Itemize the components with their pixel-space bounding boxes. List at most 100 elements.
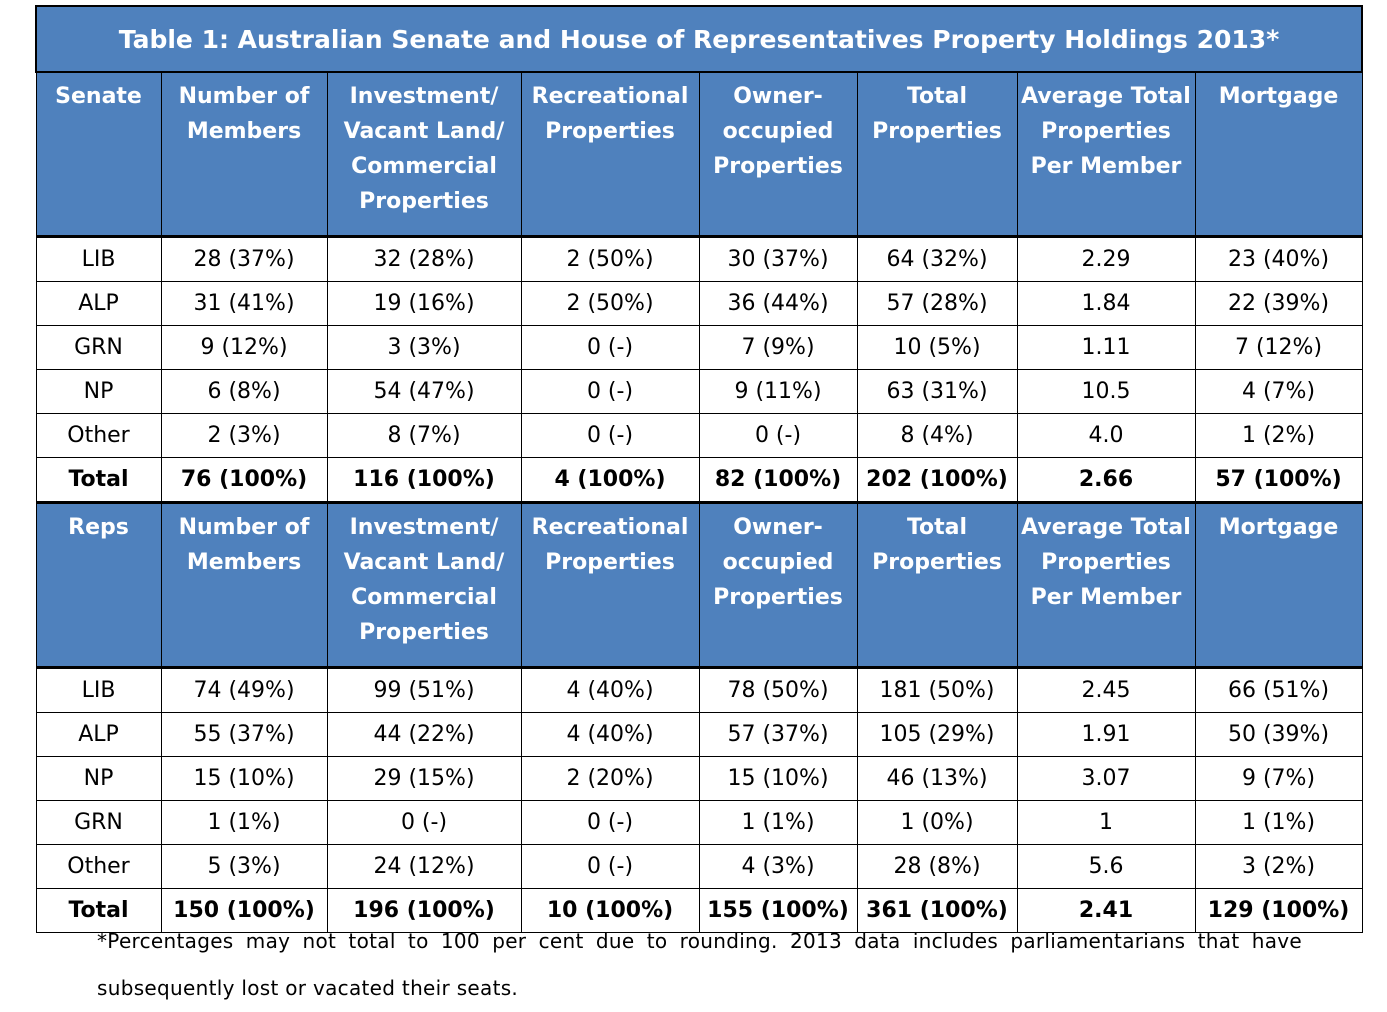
table-cell: 28 (8%) — [856, 844, 1018, 889]
total-cell: 361 (100%) — [856, 888, 1018, 933]
reps-header-recreational-properties: Recreational Properties — [520, 502, 700, 668]
table-cell: 15 (10%) — [160, 756, 328, 801]
table-cell: 3 (3%) — [326, 325, 522, 370]
reps-header-number-of-members: Number of Members — [160, 502, 328, 668]
table-cell: 57 (37%) — [698, 712, 858, 757]
table-row: LIB 28 (37%) 32 (28%) 2 (50%) 30 (37%) 64 (32… — [35, 236, 1363, 282]
table-cell: 4 (3%) — [698, 844, 858, 889]
table-cell: 1.84 — [1016, 281, 1196, 326]
senate-header-number-of-members: Number of Members — [160, 71, 328, 237]
party-label: LIB — [35, 236, 162, 282]
table-cell: 8 (7%) — [326, 413, 522, 458]
table-cell: 1 — [1016, 800, 1196, 845]
table-cell: 2 (20%) — [520, 756, 700, 801]
senate-header-row: Senate Number of Members Investment/ Vacan… — [35, 71, 1363, 237]
total-label: Total — [35, 888, 162, 933]
property-holdings-table: Table 1: Australian Senate and House of … — [34, 5, 1364, 933]
table-cell: 0 (-) — [520, 413, 700, 458]
table-row: NP 6 (8%) 54 (47%) 0 (-) 9 (11%) 63 (31%) 10.5… — [35, 369, 1363, 414]
table-cell: 2.29 — [1016, 236, 1196, 282]
table-cell: 4 (7%) — [1194, 369, 1363, 414]
total-cell: 116 (100%) — [326, 457, 522, 503]
table-cell: 4 (40%) — [520, 667, 700, 713]
table-cell: 0 (-) — [520, 800, 700, 845]
party-label: GRN — [35, 325, 162, 370]
table-cell: 7 (12%) — [1194, 325, 1363, 370]
party-label: Other — [35, 413, 162, 458]
title-row: Table 1: Australian Senate and House of … — [34, 5, 1364, 73]
table-row: ALP 55 (37%) 44 (22%) 4 (40%) 57 (37%) 105 (2… — [35, 712, 1363, 757]
reps-header-total-properties: Total Properties — [856, 502, 1018, 668]
table-cell: 1 (0%) — [856, 800, 1018, 845]
table-cell: 46 (13%) — [856, 756, 1018, 801]
table-cell: 0 (-) — [698, 413, 858, 458]
table-cell: 0 (-) — [326, 800, 522, 845]
table-cell: 10.5 — [1016, 369, 1196, 414]
total-cell: 2.41 — [1016, 888, 1196, 933]
table-cell: 9 (12%) — [160, 325, 328, 370]
table-cell: 74 (49%) — [160, 667, 328, 713]
party-label: NP — [35, 369, 162, 414]
table-cell: 0 (-) — [520, 369, 700, 414]
table-cell: 19 (16%) — [326, 281, 522, 326]
table-cell: 29 (15%) — [326, 756, 522, 801]
total-cell: 196 (100%) — [326, 888, 522, 933]
table-cell: 9 (11%) — [698, 369, 858, 414]
total-cell: 129 (100%) — [1194, 888, 1363, 933]
senate-header-recreational-properties: Recreational Properties — [520, 71, 700, 237]
total-cell: 57 (100%) — [1194, 457, 1363, 503]
table-cell: 1 (2%) — [1194, 413, 1363, 458]
reps-header-owner-occupied-properties: Owner-occupied Properties — [698, 502, 858, 668]
table-cell: 32 (28%) — [326, 236, 522, 282]
total-cell: 10 (100%) — [520, 888, 700, 933]
total-cell: 155 (100%) — [698, 888, 858, 933]
senate-header-section-label: Senate — [35, 71, 162, 237]
table-cell: 63 (31%) — [856, 369, 1018, 414]
party-label: ALP — [35, 281, 162, 326]
table-cell: 4 (40%) — [520, 712, 700, 757]
table-cell: 30 (37%) — [698, 236, 858, 282]
table-row: NP 15 (10%) 29 (15%) 2 (20%) 15 (10%) 46 (13%… — [35, 756, 1363, 801]
table-cell: 24 (12%) — [326, 844, 522, 889]
total-cell: 76 (100%) — [160, 457, 328, 503]
table-cell: 5 (3%) — [160, 844, 328, 889]
senate-header-mortgage: Mortgage — [1194, 71, 1363, 237]
table-cell: 57 (28%) — [856, 281, 1018, 326]
senate-header-average-total-properties-per-member: Average Total Properties Per Member — [1016, 71, 1196, 237]
table-cell: 5.6 — [1016, 844, 1196, 889]
table-cell: 0 (-) — [520, 844, 700, 889]
total-cell: 82 (100%) — [698, 457, 858, 503]
total-cell: 4 (100%) — [520, 457, 700, 503]
table-row: Other 2 (3%) 8 (7%) 0 (-) 0 (-) 8 (4%) 4.0 1 (2… — [35, 413, 1363, 458]
table-cell: 7 (9%) — [698, 325, 858, 370]
reps-header-average-total-properties-per-member: Average Total Properties Per Member — [1016, 502, 1196, 668]
party-label: ALP — [35, 712, 162, 757]
party-label: GRN — [35, 800, 162, 845]
table-title: Table 1: Australian Senate and House of … — [34, 5, 1364, 73]
table-cell: 55 (37%) — [160, 712, 328, 757]
table-cell: 4.0 — [1016, 413, 1196, 458]
table-cell: 1.11 — [1016, 325, 1196, 370]
table-row: ALP 31 (41%) 19 (16%) 2 (50%) 36 (44%) 57 (28… — [35, 281, 1363, 326]
party-label: NP — [35, 756, 162, 801]
table-row: Other 5 (3%) 24 (12%) 0 (-) 4 (3%) 28 (8%) 5.6… — [35, 844, 1363, 889]
table-cell: 10 (5%) — [856, 325, 1018, 370]
table-cell: 6 (8%) — [160, 369, 328, 414]
table-cell: 15 (10%) — [698, 756, 858, 801]
footnote: *Percentages may not total to 100 per ce… — [97, 929, 1302, 1000]
table-cell: 1 (1%) — [1194, 800, 1363, 845]
table-cell: 2 (3%) — [160, 413, 328, 458]
party-label: Other — [35, 844, 162, 889]
table-cell: 54 (47%) — [326, 369, 522, 414]
table-cell: 78 (50%) — [698, 667, 858, 713]
senate-header-owner-occupied-properties: Owner-occupied Properties — [698, 71, 858, 237]
table-cell: 105 (29%) — [856, 712, 1018, 757]
senate-header-investment-vacant-land-commercial: Investment/ Vacant Land/ Commercial Prop… — [326, 71, 522, 237]
table-cell: 99 (51%) — [326, 667, 522, 713]
table-cell: 0 (-) — [520, 325, 700, 370]
table-cell: 1 (1%) — [160, 800, 328, 845]
table-row: GRN 9 (12%) 3 (3%) 0 (-) 7 (9%) 10 (5%) 1.11 7 … — [35, 325, 1363, 370]
table-cell: 3 (2%) — [1194, 844, 1363, 889]
table-cell: 66 (51%) — [1194, 667, 1363, 713]
table-cell: 1.91 — [1016, 712, 1196, 757]
